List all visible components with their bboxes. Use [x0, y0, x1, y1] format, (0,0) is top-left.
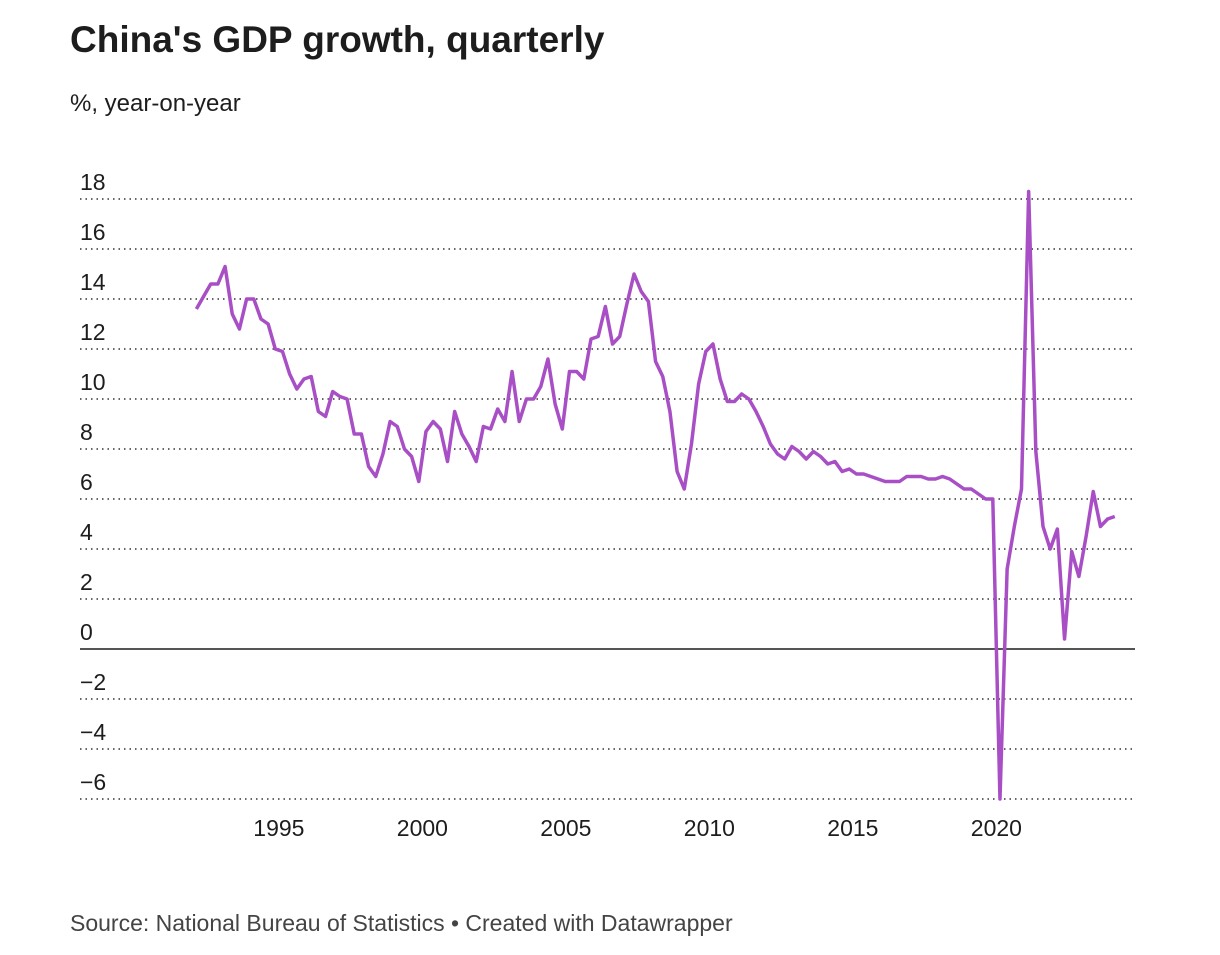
- y-tick-label: −4: [80, 719, 106, 745]
- y-tick-label: 16: [80, 219, 106, 245]
- x-tick-label: 2010: [684, 815, 735, 841]
- x-tick-label: 2020: [971, 815, 1022, 841]
- x-tick-label: 2005: [540, 815, 591, 841]
- y-tick-label: 12: [80, 319, 106, 345]
- x-tick-label: 2015: [827, 815, 878, 841]
- y-tick-label: 2: [80, 569, 93, 595]
- y-tick-label: 0: [80, 619, 93, 645]
- y-tick-label: 4: [80, 519, 93, 545]
- y-tick-label: −6: [80, 769, 106, 795]
- chart-subtitle: %, year-on-year: [70, 90, 241, 117]
- y-tick-label: 8: [80, 419, 93, 445]
- y-tick-label: −2: [80, 669, 106, 695]
- y-tick-label: 18: [80, 169, 106, 195]
- source-note: Source: National Bureau of Statistics • …: [70, 910, 733, 936]
- y-tick-label: 14: [80, 269, 106, 295]
- chart-title: China's GDP growth, quarterly: [70, 19, 605, 60]
- data-line: [194, 189, 1116, 801]
- x-tick-label: 2000: [397, 815, 448, 841]
- y-tick-label: 10: [80, 369, 106, 395]
- y-tick-label: 6: [80, 469, 93, 495]
- x-tick-label: 1995: [253, 815, 304, 841]
